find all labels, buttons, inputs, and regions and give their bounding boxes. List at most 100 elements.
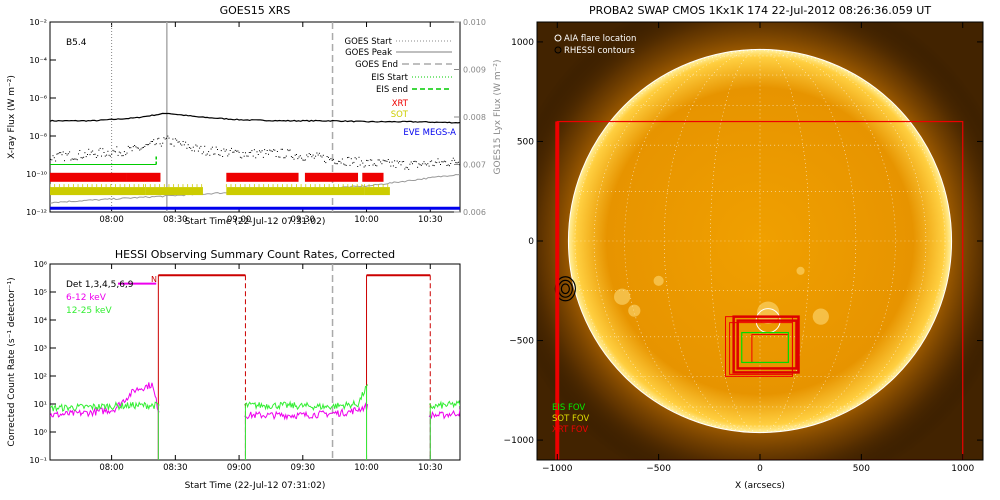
goes-short-point [166,137,167,139]
goes-short-point [188,147,190,148]
goes-short-point [348,156,350,158]
goes-short-point [180,143,181,145]
goes-short-point [123,151,125,153]
swap-y-tick-label: −1000 [504,436,535,446]
goes-y-tick-label: 10⁻¹⁰ [26,170,47,179]
goes-short-point [143,146,144,148]
goes-short-point [270,150,272,152]
goes-short-point [423,161,425,163]
xrt-interval [362,172,384,182]
goes-short-point [80,157,82,159]
goes-short-point [213,153,215,155]
goes-short-point [219,154,221,156]
goes-short-point [301,157,303,159]
goes-short-point [182,141,184,142]
goes-short-point [361,160,362,162]
goes-short-point [88,148,90,150]
goes-short-point [74,158,76,160]
goes-short-point [367,160,369,162]
goes-short-point [275,156,277,157]
goes-short-point [85,156,87,158]
goes-short-point [340,162,342,164]
goes-short-point [447,164,449,166]
goes-title: GOES15 XRS [220,4,291,17]
goes-short-point [387,159,389,160]
active-region [796,266,805,275]
goes-short-point [55,160,57,162]
goes-short-point [358,156,360,158]
goes-short-point [335,163,337,165]
goes-short-point [195,144,197,146]
goes-short-point [353,161,355,163]
goes-short-point [220,150,222,152]
goes-short-point [117,154,119,156]
goes-y2-tick-label: 0.009 [463,66,486,75]
goes-short-point [81,157,83,159]
sun-longitude-line [759,49,927,433]
goes-short-point [66,154,68,156]
legend-rhessi-symbol [554,46,562,54]
goes-short-point [177,141,179,143]
goes-short-point [132,146,134,148]
goes-short-point [316,152,318,154]
goes-short-point [205,154,207,156]
goes-short-point [169,143,171,145]
goes-short-point [292,157,294,158]
goes-y-tick-label: 10⁻⁸ [29,132,47,141]
goes-short-point [194,150,195,152]
goes-short-point [136,147,138,149]
goes-short-point [94,153,96,155]
goes-short-point [218,154,220,156]
goes-short-point [237,150,239,152]
goes-short-point [438,161,440,163]
goes-y2-tick-label: 0.008 [463,113,486,122]
goes-short-point [287,149,289,151]
hessi-x-tick-label: 10:00 [354,463,379,473]
hessi-x-tick-label: 09:00 [227,463,252,473]
goes-short-point [410,161,412,163]
goes-long-line [50,112,460,124]
goes-short-point [102,148,104,150]
goes-short-point [283,157,285,159]
goes-short-point [451,160,453,162]
hessi-x-label: Start Time (22-Jul-12 07:31:02) [185,481,326,491]
hessi-title: HESSI Observing Summary Count Rates, Cor… [115,248,395,261]
goes-short-point [53,157,55,159]
goes-data [50,22,460,212]
goes-short-point [442,161,444,163]
goes-x-tick-label: 08:30 [163,215,188,225]
goes-short-point [285,155,287,157]
goes-short-point [69,151,71,153]
goes-short-point [209,154,211,156]
goes-short-point [268,153,269,155]
swap-x-label: X (arcsecs) [735,481,785,491]
goes-short-point [446,165,448,166]
goes-x-tick-label: 10:00 [354,215,379,225]
legend-eis-end: EIS end [376,85,408,95]
goes-short-point [50,158,51,160]
legend-6-12: 6-12 keV [66,293,107,303]
goes-short-point [434,161,436,163]
goes-short-point [60,152,62,154]
swap-x-tick-label: 500 [853,464,870,474]
goes-short-point [222,156,224,157]
goes-short-point [389,161,390,163]
goes-short-point [251,150,253,152]
goes-short-point [313,157,315,159]
goes-short-point [245,152,246,154]
sot-fov-box [732,315,800,374]
goes-short-point [225,149,227,151]
goes-short-point [203,151,204,153]
goes-short-point [457,161,459,163]
goes-short-point [339,161,341,162]
goes-short-point [149,142,151,144]
goes-legend: GOES Start GOES Peak GOES End EIS Start … [344,37,456,138]
goes-short-point [181,144,183,146]
goes-short-point [252,155,254,157]
goes-short-point [306,154,308,156]
goes-short-point [160,145,162,147]
goes-short-point [364,165,366,167]
hessi-y-tick-label: 10⁶ [34,260,47,269]
goes-short-point [129,147,130,149]
